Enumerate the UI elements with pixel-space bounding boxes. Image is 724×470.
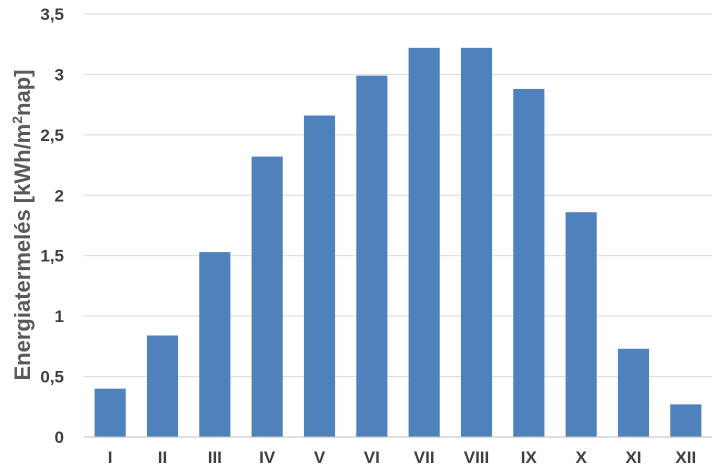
bar-V: [303, 115, 336, 438]
y-tick-label: 2,5: [40, 126, 64, 145]
x-tick-label: IX: [521, 448, 538, 467]
x-tick-label: V: [314, 448, 326, 467]
y-tick-labels: 0 0,5 1 1,5 2 2,5 3 3,5: [40, 5, 64, 447]
y-tick-label: 2: [55, 186, 64, 205]
y-tick-label: 1,5: [40, 247, 64, 266]
bar-XII: [670, 404, 702, 437]
y-tick-label: 3: [55, 65, 64, 84]
x-tick-label: IV: [259, 448, 276, 467]
x-tick-label: VI: [364, 448, 380, 467]
bar-III: [199, 252, 231, 437]
y-tick-label: 1: [55, 307, 64, 326]
x-tick-label: VIII: [464, 448, 490, 467]
bar-X: [565, 212, 597, 437]
x-tick-label: XII: [675, 448, 696, 467]
gridlines: [84, 13, 712, 378]
bar-VII: [408, 47, 440, 438]
bar-VIII: [460, 47, 493, 438]
bar-XI: [617, 348, 650, 437]
x-tick-labels: I II III IV V VI VII VIII IX X XI XII: [108, 448, 696, 467]
y-axis-title: Energiatermelés [kWh/m2nap]: [9, 70, 35, 381]
x-tick-label: III: [208, 448, 222, 467]
bar-IX: [513, 88, 545, 437]
bar-II: [146, 335, 179, 437]
bar-VI: [356, 75, 388, 437]
x-tick-label: VII: [414, 448, 435, 467]
x-tick-label: XI: [625, 448, 641, 467]
bar-I: [94, 388, 126, 437]
x-tick-label: II: [158, 448, 167, 467]
bars: [94, 47, 702, 438]
y-tick-label: 3,5: [40, 5, 64, 24]
x-tick-label: I: [108, 448, 113, 467]
y-tick-label: 0,5: [40, 368, 64, 387]
bar-IV: [251, 156, 283, 437]
y-tick-label: 0: [55, 428, 64, 447]
x-tick-label: X: [575, 448, 587, 467]
